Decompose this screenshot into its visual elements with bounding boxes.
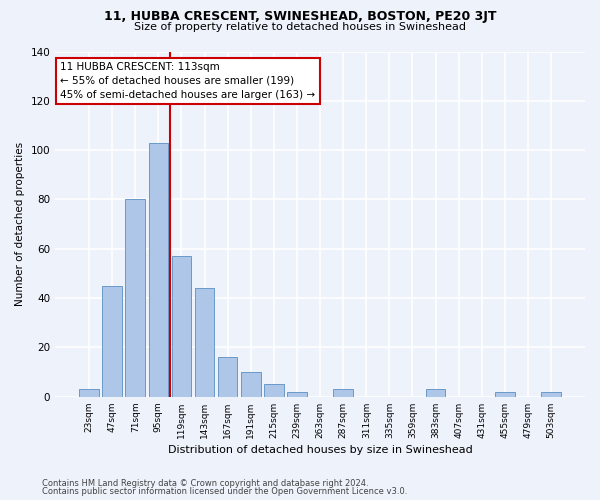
Bar — [541, 392, 561, 397]
Text: Size of property relative to detached houses in Swineshead: Size of property relative to detached ho… — [134, 22, 466, 32]
Bar — [426, 390, 445, 397]
Text: 11 HUBBA CRESCENT: 113sqm
← 55% of detached houses are smaller (199)
45% of semi: 11 HUBBA CRESCENT: 113sqm ← 55% of detac… — [61, 62, 316, 100]
Bar — [241, 372, 260, 397]
X-axis label: Distribution of detached houses by size in Swineshead: Distribution of detached houses by size … — [168, 445, 472, 455]
Bar — [172, 256, 191, 397]
Text: Contains HM Land Registry data © Crown copyright and database right 2024.: Contains HM Land Registry data © Crown c… — [42, 478, 368, 488]
Text: 11, HUBBA CRESCENT, SWINESHEAD, BOSTON, PE20 3JT: 11, HUBBA CRESCENT, SWINESHEAD, BOSTON, … — [104, 10, 496, 23]
Bar — [287, 392, 307, 397]
Bar — [218, 358, 238, 397]
Y-axis label: Number of detached properties: Number of detached properties — [15, 142, 25, 306]
Bar — [79, 390, 99, 397]
Bar — [264, 384, 284, 397]
Bar — [334, 390, 353, 397]
Bar — [103, 286, 122, 397]
Text: Contains public sector information licensed under the Open Government Licence v3: Contains public sector information licen… — [42, 487, 407, 496]
Bar — [149, 143, 168, 397]
Bar — [125, 200, 145, 397]
Bar — [495, 392, 515, 397]
Bar — [195, 288, 214, 397]
